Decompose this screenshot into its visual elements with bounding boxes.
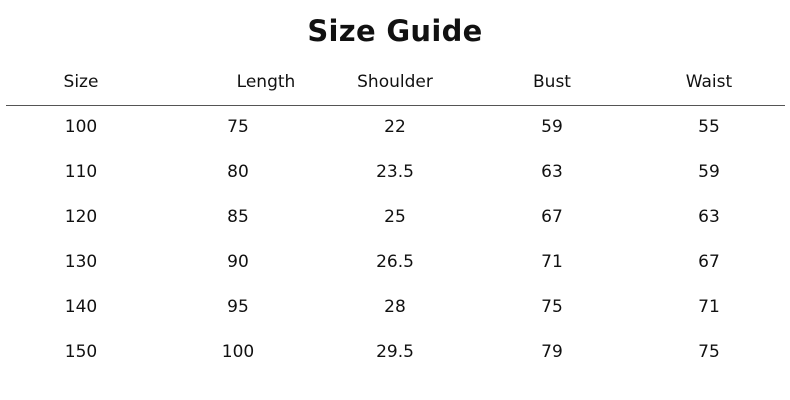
table-cell: 25: [384, 207, 406, 227]
table-cell: 100: [221, 342, 255, 362]
table-cell: 67: [698, 252, 720, 272]
table-cell: 130: [64, 252, 98, 272]
table-cell: 59: [698, 162, 720, 182]
table-cell: 29.5: [376, 342, 414, 362]
table-cell: 71: [541, 252, 563, 272]
column-header-size: Size: [63, 72, 99, 92]
header-divider: [6, 105, 785, 106]
table-cell: 75: [698, 342, 720, 362]
table-cell: 150: [64, 342, 98, 362]
column-header-length: Length: [236, 72, 296, 92]
table-cell: 79: [541, 342, 563, 362]
table-cell: 90: [227, 252, 249, 272]
table-cell: 75: [541, 297, 563, 317]
table-cell: 95: [227, 297, 249, 317]
table-cell: 80: [227, 162, 249, 182]
column-header-bust: Bust: [533, 72, 571, 92]
table-cell: 26.5: [376, 252, 414, 272]
table-cell: 110: [64, 162, 98, 182]
table-cell: 140: [64, 297, 98, 317]
column-header-shoulder: Shoulder: [357, 72, 433, 92]
column-header-waist: Waist: [685, 72, 733, 92]
table-cell: 75: [227, 117, 249, 137]
table-cell: 59: [541, 117, 563, 137]
table-cell: 22: [384, 117, 406, 137]
table-cell: 63: [698, 207, 720, 227]
table-cell: 100: [64, 117, 98, 137]
table-cell: 67: [541, 207, 563, 227]
table-cell: 85: [227, 207, 249, 227]
table-cell: 55: [698, 117, 720, 137]
table-cell: 63: [541, 162, 563, 182]
table-cell: 23.5: [376, 162, 414, 182]
table-cell: 120: [64, 207, 98, 227]
page-title: Size Guide: [307, 14, 483, 48]
table-cell: 28: [384, 297, 406, 317]
table-cell: 71: [698, 297, 720, 317]
